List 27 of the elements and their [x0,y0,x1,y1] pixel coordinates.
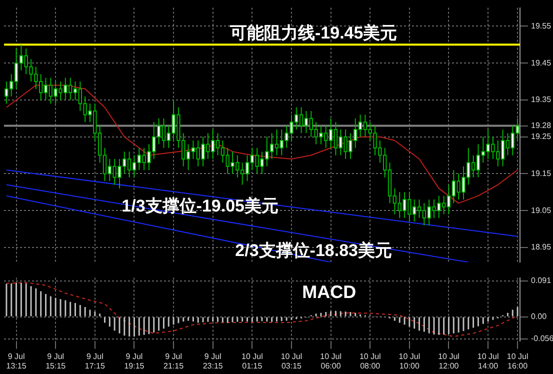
y-tick-label: 19.45 [531,58,552,68]
x-tick-label: 10 Jul 16:00 [506,352,528,370]
y-tick-label: 19.25 [531,132,552,142]
y-tick-label: 18.95 [531,242,552,252]
x-tick-label: 10 Jul 12:00 [438,352,460,370]
x-tick-label: 10 Jul 03:15 [280,352,302,370]
x-tick-label: 9 Jul 17:15 [84,352,106,370]
x-tick-label: 9 Jul 15:15 [46,352,66,370]
x-tick-label: 10 Jul 06:00 [320,352,342,370]
ref-line-label: 可能阻力线-19.45美元 [229,24,398,43]
y-tick-label: 19.55 [531,21,552,30]
y-tick-label: 0.091 [531,276,552,286]
x-tick-label: 10 Jul 01:15 [241,352,264,370]
y-tick-label: 19.28 [531,120,552,130]
y-tick-label: 19.15 [531,168,552,178]
x-tick-label: 9 Jul 13:15 [6,352,27,370]
y-tick-label: 19.35 [531,95,552,104]
x-tick-label: 10 Jul 10:00 [398,352,420,370]
y-tick-label: -0.056 [531,334,553,344]
x-tick-label: 9 Jul 21:15 [164,352,184,370]
x-tick-label: 10 Jul 08:00 [359,352,382,370]
x-tick-label: 10 Jul 14:00 [477,352,499,370]
x-tick-label: 9 Jul 19:15 [124,352,145,370]
y-tick-label: 19.05 [531,206,552,215]
y-tick-label: 0.00 [531,312,548,321]
chart-title: MACD [302,282,356,302]
x-tick-label: 9 Jul 23:15 [202,352,224,370]
